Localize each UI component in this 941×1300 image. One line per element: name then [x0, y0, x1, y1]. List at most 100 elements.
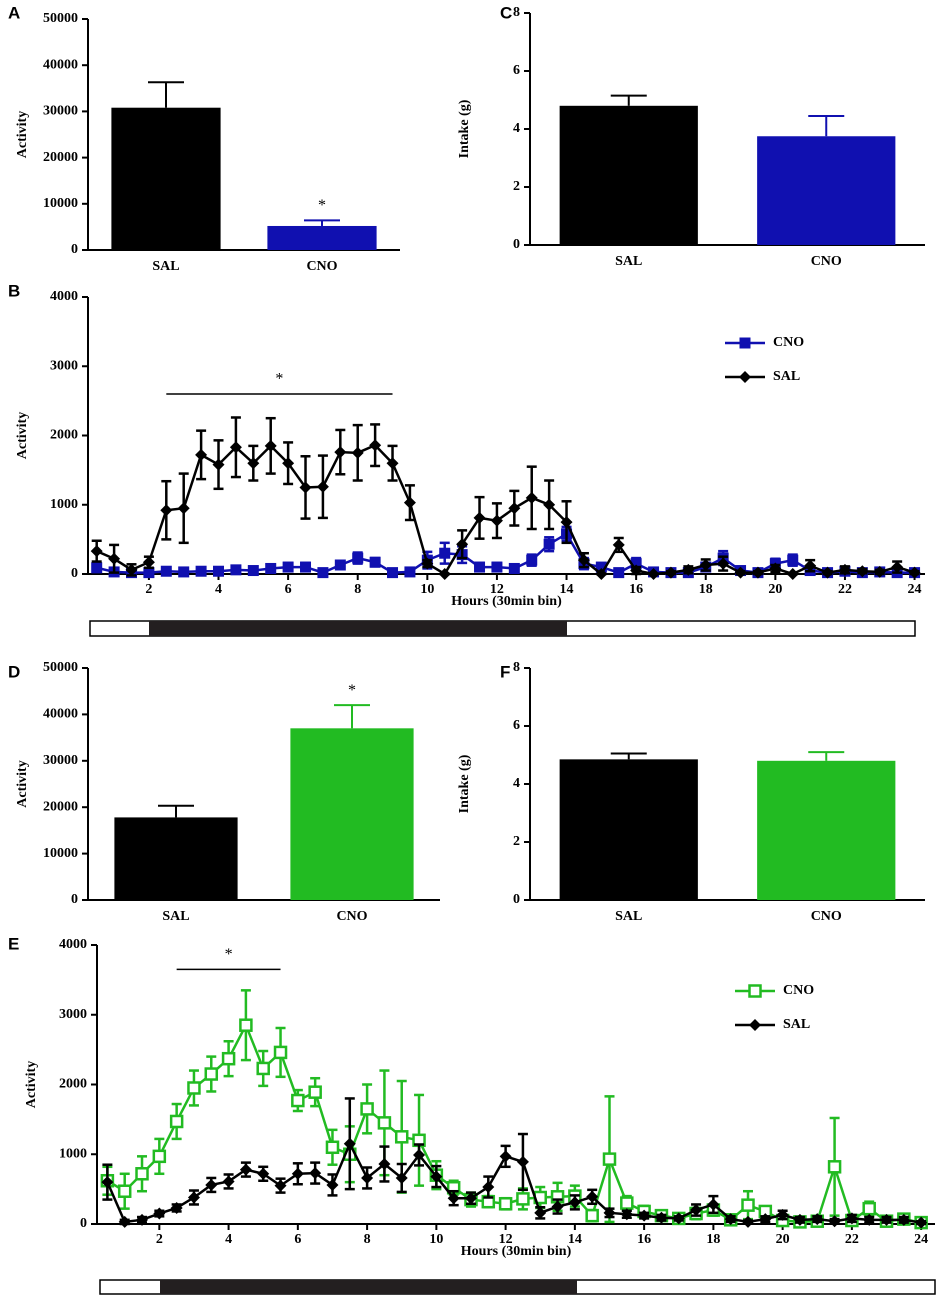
marker	[759, 1213, 772, 1226]
bar	[559, 105, 698, 245]
x-tick-label: 16	[629, 582, 643, 597]
marker	[282, 457, 295, 470]
marker	[751, 566, 764, 579]
x-tick-label: 8	[354, 582, 361, 597]
marker	[630, 558, 642, 570]
marker	[699, 558, 712, 571]
y-axis-label: Activity	[24, 1061, 39, 1108]
marker	[177, 502, 190, 515]
y-tick-label: 1000	[50, 497, 78, 512]
marker	[291, 1093, 305, 1108]
significance-mark: *	[318, 197, 326, 214]
marker	[577, 554, 590, 567]
marker	[856, 565, 869, 578]
y-tick-label: 30000	[43, 753, 78, 768]
marker	[664, 566, 677, 579]
x-tick-label: 24	[908, 582, 922, 597]
x-tick-label: 12	[499, 1232, 513, 1247]
marker	[741, 1198, 755, 1212]
x-tick-label: 6	[285, 582, 292, 597]
marker	[326, 1178, 339, 1191]
marker	[491, 561, 503, 573]
marker	[300, 561, 312, 573]
marker	[351, 446, 364, 459]
marker	[595, 561, 607, 573]
marker	[387, 567, 399, 579]
dark-phase	[160, 1280, 577, 1294]
y-axis-label: Activity	[15, 412, 30, 459]
marker	[838, 563, 851, 576]
y-tick-label: 0	[80, 1216, 87, 1231]
marker	[630, 564, 643, 577]
marker	[707, 1198, 720, 1211]
significance-mark: *	[275, 371, 283, 388]
marker	[334, 446, 347, 459]
marker	[845, 1212, 858, 1225]
marker	[343, 1137, 356, 1150]
panel-letter: C	[500, 3, 512, 22]
marker	[439, 547, 451, 559]
marker	[551, 1200, 564, 1213]
bar	[757, 136, 896, 245]
marker	[620, 1196, 634, 1210]
bar	[111, 107, 221, 250]
y-tick-label: 50000	[43, 11, 78, 26]
marker	[142, 556, 155, 569]
bar	[290, 728, 414, 900]
y-tick-label: 0	[71, 566, 78, 581]
light-dark-bar	[89, 620, 916, 637]
legend-label: SAL	[773, 369, 800, 384]
marker	[804, 559, 817, 572]
marker	[135, 1167, 149, 1181]
x-tick-label: CNO	[336, 909, 367, 924]
marker	[117, 1184, 132, 1198]
marker	[474, 561, 486, 573]
marker	[308, 1085, 322, 1099]
marker	[239, 1018, 253, 1032]
y-axis-label: Intake (g)	[457, 99, 472, 158]
marker	[205, 1178, 218, 1191]
marker	[421, 557, 434, 570]
x-tick-label: 6	[294, 1232, 301, 1247]
y-tick-label: 2000	[59, 1077, 87, 1092]
marker	[187, 1191, 200, 1204]
marker	[880, 1213, 893, 1226]
bar	[114, 817, 238, 900]
x-tick-label: SAL	[162, 909, 189, 924]
marker	[239, 1163, 252, 1176]
marker	[386, 457, 399, 470]
marker	[595, 568, 608, 580]
x-tick-label: 10	[420, 582, 434, 597]
marker	[863, 1213, 876, 1226]
legend-marker	[739, 337, 751, 349]
marker	[187, 1081, 201, 1095]
y-tick-label: 2000	[50, 428, 78, 443]
marker	[160, 565, 172, 577]
y-tick-label: 2	[513, 179, 520, 194]
x-tick-label: 2	[145, 582, 152, 597]
marker	[482, 1181, 495, 1194]
marker	[447, 1192, 460, 1205]
marker	[282, 561, 294, 573]
x-tick-label: 22	[845, 1232, 859, 1247]
marker	[274, 1179, 287, 1192]
x-tick-label: 24	[914, 1232, 928, 1247]
marker	[891, 561, 904, 574]
marker	[369, 556, 381, 568]
marker	[257, 1167, 270, 1180]
marker	[734, 566, 747, 579]
marker	[403, 496, 416, 509]
marker	[153, 1207, 166, 1220]
marker	[534, 1206, 547, 1219]
y-tick-label: 4	[513, 776, 520, 791]
x-axis-label: Hours (30min bin)	[461, 1244, 572, 1259]
y-axis-label: Activity	[15, 111, 30, 158]
marker	[602, 1152, 617, 1166]
marker	[776, 1208, 789, 1221]
marker	[222, 1175, 235, 1188]
bar	[757, 760, 896, 900]
y-tick-label: 30000	[43, 104, 78, 119]
marker	[430, 1170, 443, 1183]
bar	[559, 759, 698, 900]
y-tick-label: 50000	[43, 660, 78, 675]
